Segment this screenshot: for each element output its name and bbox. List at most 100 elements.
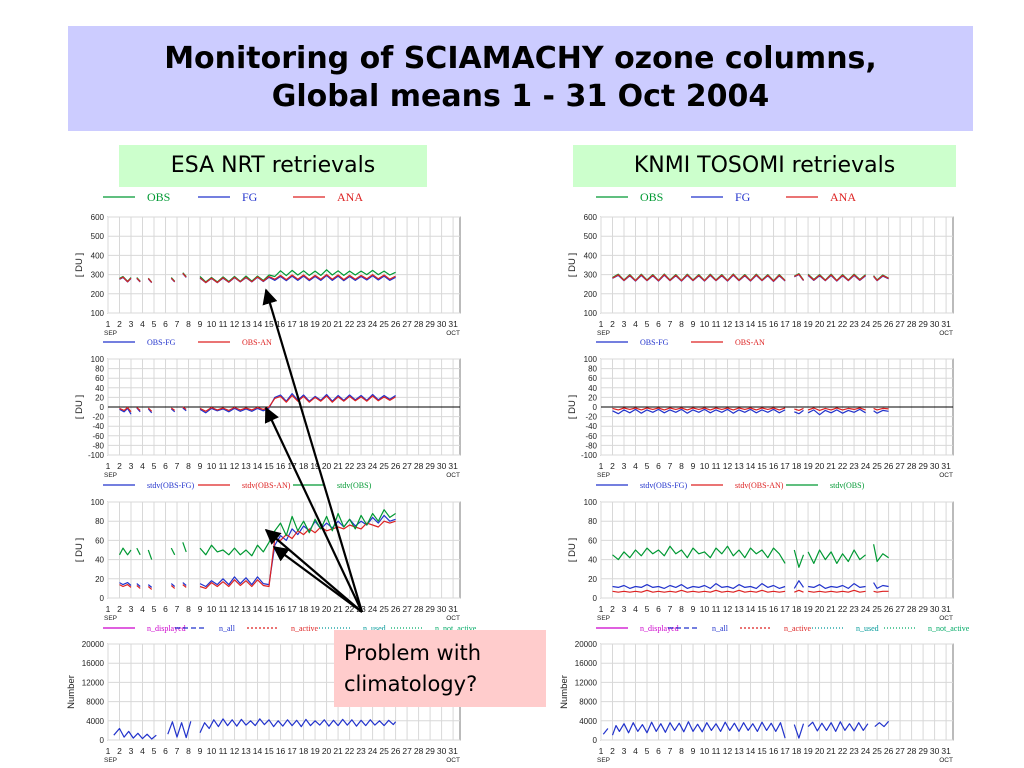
series-line bbox=[602, 728, 609, 735]
x-tick-label: 29 bbox=[425, 319, 435, 329]
y-tick-label: -40 bbox=[92, 422, 104, 431]
x-tick-label: 9 bbox=[198, 746, 203, 756]
series-line bbox=[611, 721, 786, 739]
series-line bbox=[147, 278, 153, 283]
legend-label: ANA bbox=[337, 190, 363, 204]
x-tick-label: 29 bbox=[425, 746, 435, 756]
y-tick-label: 16000 bbox=[82, 659, 105, 668]
x-tick-label: 6 bbox=[656, 746, 661, 756]
callout-arrow bbox=[262, 288, 364, 613]
x-tick-label: 11 bbox=[219, 746, 228, 756]
x-tick-label: 28 bbox=[414, 746, 424, 756]
y-tick-label: 20000 bbox=[82, 640, 105, 649]
series-line bbox=[170, 547, 176, 556]
series-line bbox=[793, 580, 804, 589]
x-tick-label: 22 bbox=[345, 461, 355, 471]
series-line bbox=[794, 589, 804, 593]
x-tick-label: 3 bbox=[129, 604, 134, 614]
callout-arrow bbox=[272, 546, 363, 613]
x-tick-label: 14 bbox=[253, 319, 263, 329]
x-tick-label: 2 bbox=[610, 319, 615, 329]
x-tick-label: 28 bbox=[414, 461, 424, 471]
x-tick-label: 15 bbox=[264, 604, 274, 614]
series-line bbox=[199, 274, 396, 284]
series-line bbox=[794, 407, 804, 411]
y-axis-label: Number bbox=[66, 675, 77, 709]
x-tick-label: 11 bbox=[219, 604, 228, 614]
x-tick-label: 7 bbox=[175, 746, 180, 756]
series-line bbox=[199, 514, 396, 588]
x-tick-label: 25 bbox=[379, 746, 389, 756]
y-tick-label: 0 bbox=[100, 403, 105, 412]
y-tick-label: 100 bbox=[91, 498, 105, 507]
legend-label: OBS-FG bbox=[147, 338, 176, 347]
x-tick-label: 2 bbox=[117, 604, 122, 614]
series-line bbox=[182, 582, 187, 586]
series-line bbox=[119, 407, 132, 415]
x-tick-label: 2 bbox=[117, 746, 122, 756]
legend-label: n_not_active bbox=[928, 624, 970, 633]
x-tick-label: 16 bbox=[769, 604, 779, 614]
series-line bbox=[874, 720, 890, 728]
x-tick-label: 11 bbox=[712, 319, 721, 329]
x-tick-label: 1 bbox=[599, 319, 604, 329]
y-tick-label: 12000 bbox=[82, 678, 105, 687]
y-tick-label: -40 bbox=[585, 422, 597, 431]
x-tick-label: 31 bbox=[941, 746, 951, 756]
x-tick-label: 19 bbox=[803, 319, 813, 329]
x-tick-label: 24 bbox=[861, 461, 871, 471]
x-tick-label: 13 bbox=[241, 604, 251, 614]
y-tick-label: 8000 bbox=[579, 698, 597, 707]
series-line bbox=[170, 407, 176, 411]
legend-label: OBS-AN bbox=[242, 338, 272, 347]
x-tick-label: 22 bbox=[838, 461, 848, 471]
x-tick-label: 8 bbox=[186, 604, 191, 614]
plot-area bbox=[600, 501, 954, 599]
x-tick-label: 25 bbox=[872, 604, 882, 614]
y-tick-label: 60 bbox=[95, 374, 104, 383]
y-tick-label: 80 bbox=[95, 517, 104, 526]
legend-label: n_not_active bbox=[435, 624, 477, 633]
x-tick-label: 2 bbox=[610, 746, 615, 756]
x-tick-label: 5 bbox=[645, 746, 650, 756]
x-tick-label: 5 bbox=[152, 319, 157, 329]
legend-label: OBS bbox=[640, 190, 663, 204]
y-axis-label: [ DU ] bbox=[567, 538, 578, 562]
x-tick-label: 5 bbox=[152, 461, 157, 471]
legend-label: n_displayed bbox=[147, 624, 186, 633]
y-tick-label: 100 bbox=[91, 309, 105, 318]
x-tick-label: 8 bbox=[679, 461, 684, 471]
x-tick-label: 24 bbox=[368, 461, 378, 471]
y-tick-label: 4000 bbox=[86, 717, 104, 726]
x-tick-label: 24 bbox=[861, 319, 871, 329]
x-tick-label: 7 bbox=[175, 319, 180, 329]
y-tick-label: 60 bbox=[95, 536, 104, 545]
x-tick-label: 8 bbox=[186, 319, 191, 329]
legend-label: stdv(OBS-FG) bbox=[147, 481, 194, 490]
x-tick-label: 2 bbox=[117, 319, 122, 329]
y-tick-label: 600 bbox=[91, 213, 105, 222]
series-line bbox=[136, 407, 141, 411]
x-tick-label: 27 bbox=[402, 461, 412, 471]
x-tick-label: 23 bbox=[849, 319, 859, 329]
series-line bbox=[119, 406, 132, 413]
x-tick-label: 25 bbox=[872, 319, 882, 329]
x-tick-label: 4 bbox=[633, 319, 638, 329]
y-tick-label: 500 bbox=[91, 232, 105, 241]
x-tick-label: 11 bbox=[712, 604, 721, 614]
x-tick-label: 4 bbox=[633, 746, 638, 756]
legend-label: n_active bbox=[291, 624, 319, 633]
callout-arrow bbox=[264, 528, 363, 613]
x-tick-label: 16 bbox=[276, 746, 286, 756]
esa-departures-chart: 1 2 3 4 5 6 7 8 9 10 11 12 13 14 15 16 17 18 19 20 21 22 23 24 2… bbox=[74, 338, 461, 479]
y-tick-label: 80 bbox=[588, 517, 597, 526]
series-line bbox=[119, 276, 132, 283]
esa-stdv-chart: 1234567891011121314151617181920212223242… bbox=[74, 481, 461, 622]
x-tick-label: 1 bbox=[106, 461, 111, 471]
y-tick-label: -80 bbox=[585, 441, 597, 450]
y-tick-label: 40 bbox=[588, 556, 597, 565]
x-tick-label: 24 bbox=[861, 746, 871, 756]
x-tick-label: 19 bbox=[310, 461, 320, 471]
x-tick-label: 16 bbox=[769, 461, 779, 471]
x-tick-label: 1 bbox=[106, 604, 111, 614]
